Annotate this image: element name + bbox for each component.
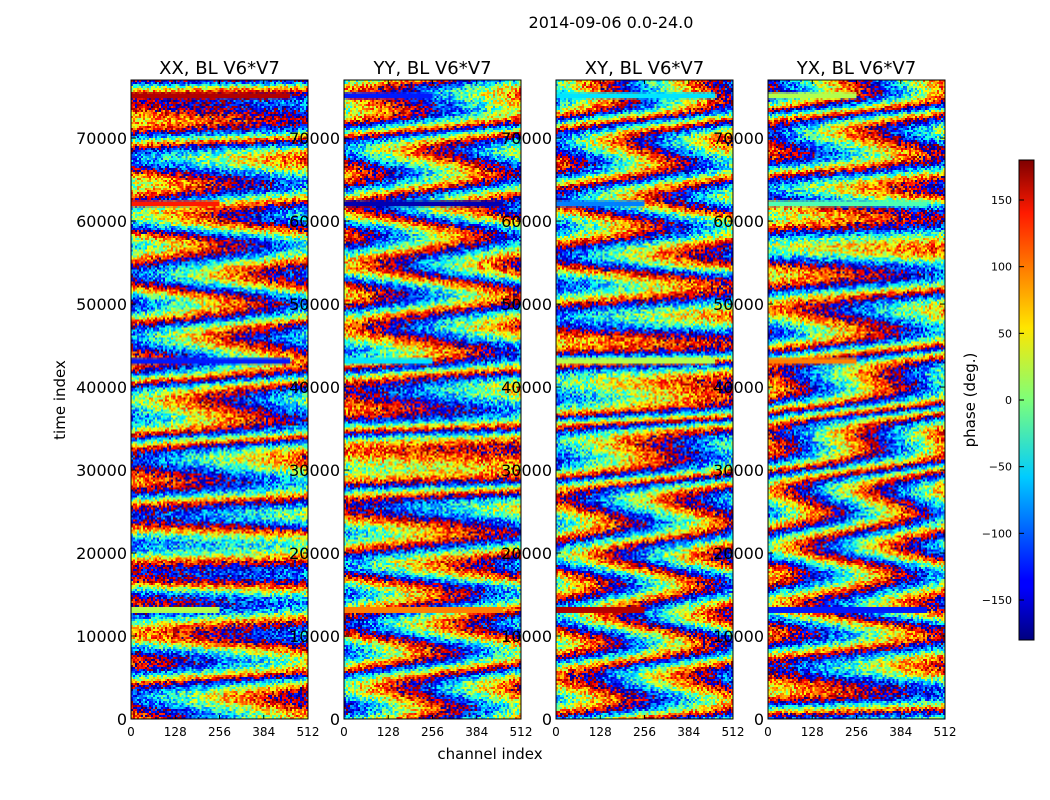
y-tick-label: 50000 <box>289 295 340 314</box>
x-tick-label: 384 <box>252 725 275 739</box>
heatmap-image <box>556 80 733 719</box>
panel-xy: XY, BL V6*V7 0 128 256 384 512 0 10000 20000 3000… <box>501 58 744 739</box>
x-tick-label: 128 <box>164 725 187 739</box>
y-tick-label: 20000 <box>76 544 127 563</box>
y-axis-label: time index <box>51 360 69 440</box>
x-tick-label: 384 <box>465 725 488 739</box>
y-tick-label: 10000 <box>289 627 340 646</box>
colorbar-tick-label: 100 <box>991 261 1012 274</box>
colorbar-tick-label: 150 <box>991 194 1012 207</box>
x-tick-label: 512 <box>722 725 745 739</box>
y-tick-label: 70000 <box>713 129 764 148</box>
y-tick-label: 40000 <box>76 378 127 397</box>
colorbar-tick-label: −100 <box>982 527 1012 540</box>
colorbar-tick-label: 0 <box>1005 394 1012 407</box>
heatmap-image <box>131 80 308 719</box>
y-tick-label: 10000 <box>501 627 552 646</box>
y-tick-label: 60000 <box>501 212 552 231</box>
panel-title: XY, BL V6*V7 <box>585 58 704 79</box>
x-tick-label: 128 <box>377 725 400 739</box>
colorbar-ticks: 150 100 50 0 −50 −100 −150 <box>982 194 1024 607</box>
x-tick-label: 384 <box>889 725 912 739</box>
panel-xx: XX, BL V6*V7 0 128 256 384 512 0 10000 20000 3000… <box>76 58 319 739</box>
y-tick-label: 30000 <box>289 461 340 480</box>
y-tick-label: 70000 <box>501 129 552 148</box>
colorbar: 150 100 50 0 −50 −100 −150 phase (deg.) <box>961 159 1035 641</box>
y-tick-label: 60000 <box>76 212 127 231</box>
y-tick-label: 20000 <box>501 544 552 563</box>
x-tick-label: 512 <box>934 725 957 739</box>
x-tick-label: 0 <box>764 725 772 739</box>
x-tick-label: 256 <box>421 725 444 739</box>
y-tick-label: 70000 <box>76 129 127 148</box>
panel-title: YX, BL V6*V7 <box>796 58 916 79</box>
x-tick-label: 512 <box>510 725 533 739</box>
x-tick-label: 384 <box>677 725 700 739</box>
x-axis-label: channel index <box>437 745 542 763</box>
y-tick-label: 10000 <box>713 627 764 646</box>
colorbar-label: phase (deg.) <box>961 353 979 448</box>
y-tick-label: 0 <box>542 710 552 729</box>
y-tick-label: 40000 <box>713 378 764 397</box>
colorbar-tick-label: −50 <box>989 461 1012 474</box>
panel-title: XX, BL V6*V7 <box>159 58 280 79</box>
y-tick-label: 60000 <box>713 212 764 231</box>
panel-title: YY, BL V6*V7 <box>372 58 491 79</box>
x-tick-label: 0 <box>552 725 560 739</box>
y-tick-label: 50000 <box>76 295 127 314</box>
panels-group: XX, BL V6*V7 0 128 256 384 512 0 10000 20000 3000… <box>76 58 956 739</box>
x-tick-label: 256 <box>633 725 656 739</box>
y-tick-label: 10000 <box>76 627 127 646</box>
y-tick-label: 70000 <box>289 129 340 148</box>
figure-title: 2014-09-06 0.0-24.0 <box>529 13 694 32</box>
y-tick-label: 20000 <box>289 544 340 563</box>
x-tick-label: 0 <box>127 725 135 739</box>
x-tick-label: 256 <box>208 725 231 739</box>
panel-yx: YX, BL V6*V7 0 128 256 384 512 0 10000 20000 3000… <box>713 58 956 739</box>
y-tick-label: 50000 <box>501 295 552 314</box>
y-tick-label: 40000 <box>501 378 552 397</box>
y-tick-label: 0 <box>117 710 127 729</box>
y-tick-label: 50000 <box>713 295 764 314</box>
y-tick-label: 0 <box>754 710 764 729</box>
y-tick-label: 30000 <box>501 461 552 480</box>
panel-yy: YY, BL V6*V7 0 128 256 384 512 0 10000 20000 3000… <box>289 58 532 739</box>
y-tick-label: 20000 <box>713 544 764 563</box>
heatmap-image <box>768 80 945 719</box>
y-tick-label: 30000 <box>713 461 764 480</box>
y-tick-label: 60000 <box>289 212 340 231</box>
colorbar-tick-label: 50 <box>998 327 1012 340</box>
x-tick-label: 128 <box>801 725 824 739</box>
x-tick-label: 256 <box>845 725 868 739</box>
y-tick-label: 0 <box>330 710 340 729</box>
x-tick-label: 128 <box>589 725 612 739</box>
colorbar-tick-label: −150 <box>982 594 1012 607</box>
y-tick-label: 30000 <box>76 461 127 480</box>
heatmap-image <box>344 80 521 719</box>
y-tick-label: 40000 <box>289 378 340 397</box>
x-tick-label: 512 <box>297 725 320 739</box>
x-tick-label: 0 <box>340 725 348 739</box>
